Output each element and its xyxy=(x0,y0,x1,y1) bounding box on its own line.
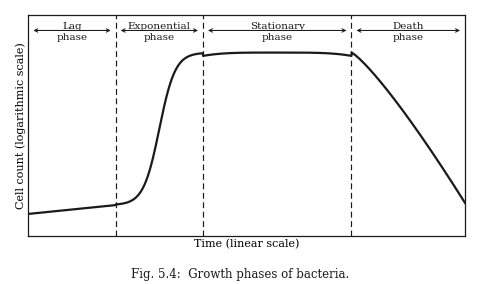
X-axis label: Time (linear scale): Time (linear scale) xyxy=(194,239,300,249)
Text: Lag
phase: Lag phase xyxy=(57,22,87,42)
Text: Stationary
phase: Stationary phase xyxy=(250,22,305,42)
Text: Fig. 5.4:  Growth phases of bacteria.: Fig. 5.4: Growth phases of bacteria. xyxy=(131,268,349,281)
Y-axis label: Cell count (logarithmic scale): Cell count (logarithmic scale) xyxy=(15,42,25,209)
Text: Death
phase: Death phase xyxy=(393,22,424,42)
Text: Exponential
phase: Exponential phase xyxy=(128,22,191,42)
